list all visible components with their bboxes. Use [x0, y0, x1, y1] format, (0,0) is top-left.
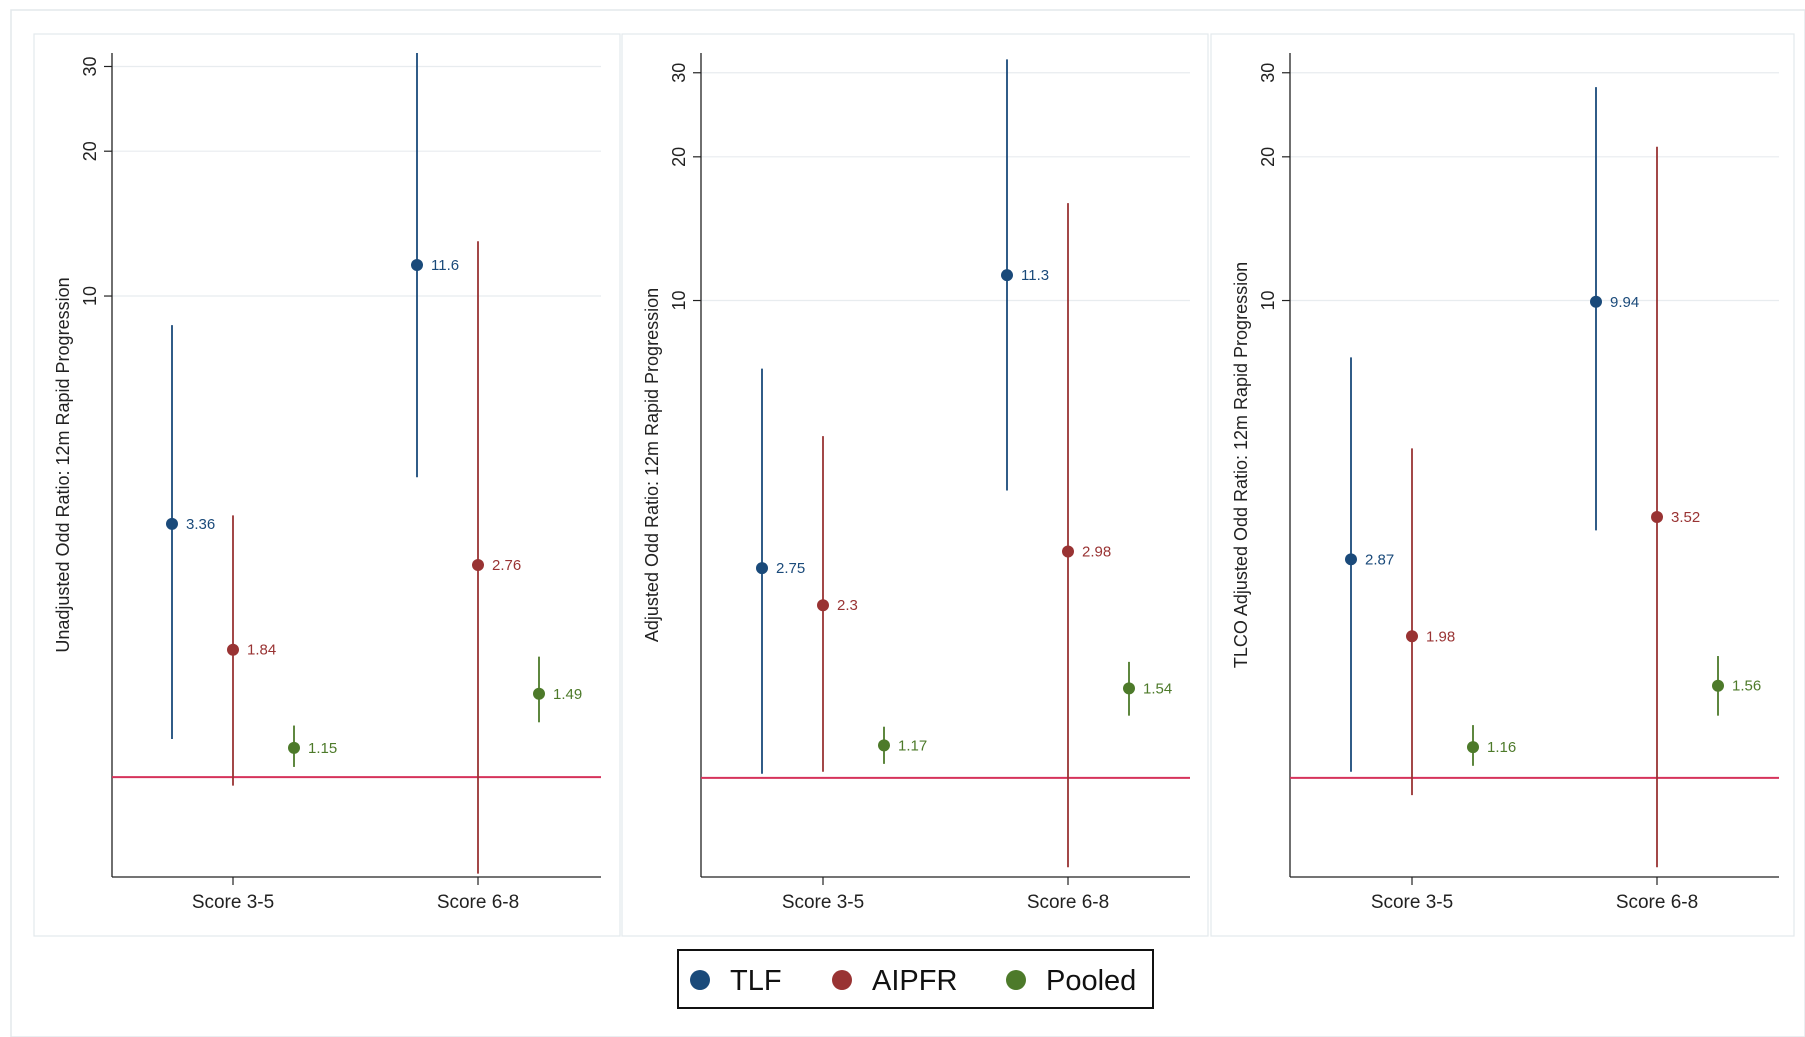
- point-tlf: [166, 517, 178, 530]
- y-tick-label: 30: [1258, 63, 1278, 83]
- x-tick-label: Score 6-8: [437, 892, 519, 913]
- data-label-tlf: 2.87: [1365, 551, 1394, 568]
- panel-frame: [1210, 33, 1795, 937]
- point-tlf: [1001, 269, 1013, 282]
- point-tlf: [411, 259, 423, 272]
- y-tick-label: 30: [80, 56, 100, 76]
- point-pooled: [533, 687, 545, 700]
- y-tick-label: 10: [669, 291, 689, 311]
- point-aipfr: [227, 643, 239, 656]
- y-tick-label: 20: [669, 147, 689, 167]
- data-label-pooled: 1.17: [898, 737, 927, 754]
- point-pooled: [288, 741, 300, 754]
- legend-item-pooled: Pooled: [1006, 965, 1136, 997]
- y-tick-label: 30: [669, 63, 689, 83]
- legend-marker-pooled: [1006, 970, 1026, 990]
- point-pooled: [878, 739, 890, 752]
- data-label-tlf: 9.94: [1610, 294, 1639, 311]
- data-label-aipfr: 2.3: [837, 597, 858, 614]
- chart-legend: TLF AIPFR Pooled: [677, 949, 1154, 1009]
- point-aipfr: [1651, 510, 1663, 523]
- point-tlf: [756, 562, 768, 575]
- y-axis-label: TLCO Adjusted Odd Ratio: 12m Rapid Progr…: [1231, 262, 1251, 668]
- y-tick-label: 10: [1258, 291, 1278, 311]
- chart-panel-3: 10 20 30 TLCO Adjusted Odd Ratio: 12m Rapid…: [1210, 33, 1795, 937]
- data-label-aipfr: 2.98: [1082, 544, 1111, 561]
- y-tick-label: 10: [80, 286, 100, 306]
- legend-marker-tlf: [690, 970, 710, 990]
- data-label-tlf: 11.3: [1021, 267, 1049, 284]
- data-label-aipfr: 2.76: [492, 557, 521, 574]
- point-pooled: [1123, 682, 1135, 695]
- data-label-pooled: 1.15: [308, 740, 337, 757]
- chart-panel-1: 10 20 30 Unadjusted Odd Ratio: 12m Rapid Pr…: [33, 33, 621, 937]
- x-tick-label: Score 6-8: [1027, 892, 1109, 913]
- legend-item-aipfr: AIPFR: [832, 965, 957, 997]
- data-label-tlf: 2.75: [776, 560, 805, 577]
- point-aipfr: [472, 559, 484, 572]
- legend-marker-aipfr: [832, 970, 852, 990]
- y-tick-label: 20: [1258, 147, 1278, 167]
- data-label-tlf: 11.6: [431, 257, 459, 274]
- data-label-aipfr: 1.98: [1426, 628, 1455, 645]
- x-tick-label: Score 3-5: [782, 892, 864, 913]
- point-aipfr: [817, 599, 829, 612]
- legend-label-aipfr: AIPFR: [872, 965, 957, 997]
- point-tlf: [1345, 553, 1357, 566]
- data-label-pooled: 1.54: [1143, 680, 1172, 697]
- point-pooled: [1467, 741, 1479, 754]
- point-aipfr: [1062, 545, 1074, 558]
- data-label-pooled: 1.56: [1732, 678, 1761, 695]
- data-label-aipfr: 3.52: [1671, 509, 1700, 526]
- legend-label-tlf: TLF: [730, 965, 782, 997]
- x-tick-label: Score 3-5: [1371, 892, 1453, 913]
- data-label-pooled: 1.49: [553, 686, 582, 703]
- y-axis-label: Unadjusted Odd Ratio: 12m Rapid Progress…: [53, 277, 73, 652]
- point-aipfr: [1406, 630, 1418, 643]
- point-pooled: [1712, 679, 1724, 692]
- chart-panels: 10 20 30 Unadjusted Odd Ratio: 12m Rapid Pr…: [33, 33, 1795, 937]
- data-label-aipfr: 1.84: [247, 642, 276, 659]
- data-label-pooled: 1.16: [1487, 739, 1516, 756]
- x-tick-label: Score 6-8: [1616, 892, 1698, 913]
- legend-label-pooled: Pooled: [1046, 965, 1136, 997]
- legend-item-tlf: TLF: [690, 965, 782, 997]
- data-label-tlf: 3.36: [186, 516, 215, 533]
- y-axis-label: Adjusted Odd Ratio: 12m Rapid Progressio…: [642, 288, 662, 642]
- point-tlf: [1590, 295, 1602, 308]
- legend-box: [677, 949, 1154, 1009]
- chart-panel-2: 10 20 30 Adjusted Odd Ratio: 12m Rapid Prog…: [621, 33, 1209, 937]
- panel-frame: [621, 33, 1209, 937]
- y-tick-label: 20: [80, 141, 100, 161]
- figure-border: [10, 9, 1805, 1037]
- panel-frame: [33, 33, 621, 937]
- x-tick-label: Score 3-5: [192, 892, 274, 913]
